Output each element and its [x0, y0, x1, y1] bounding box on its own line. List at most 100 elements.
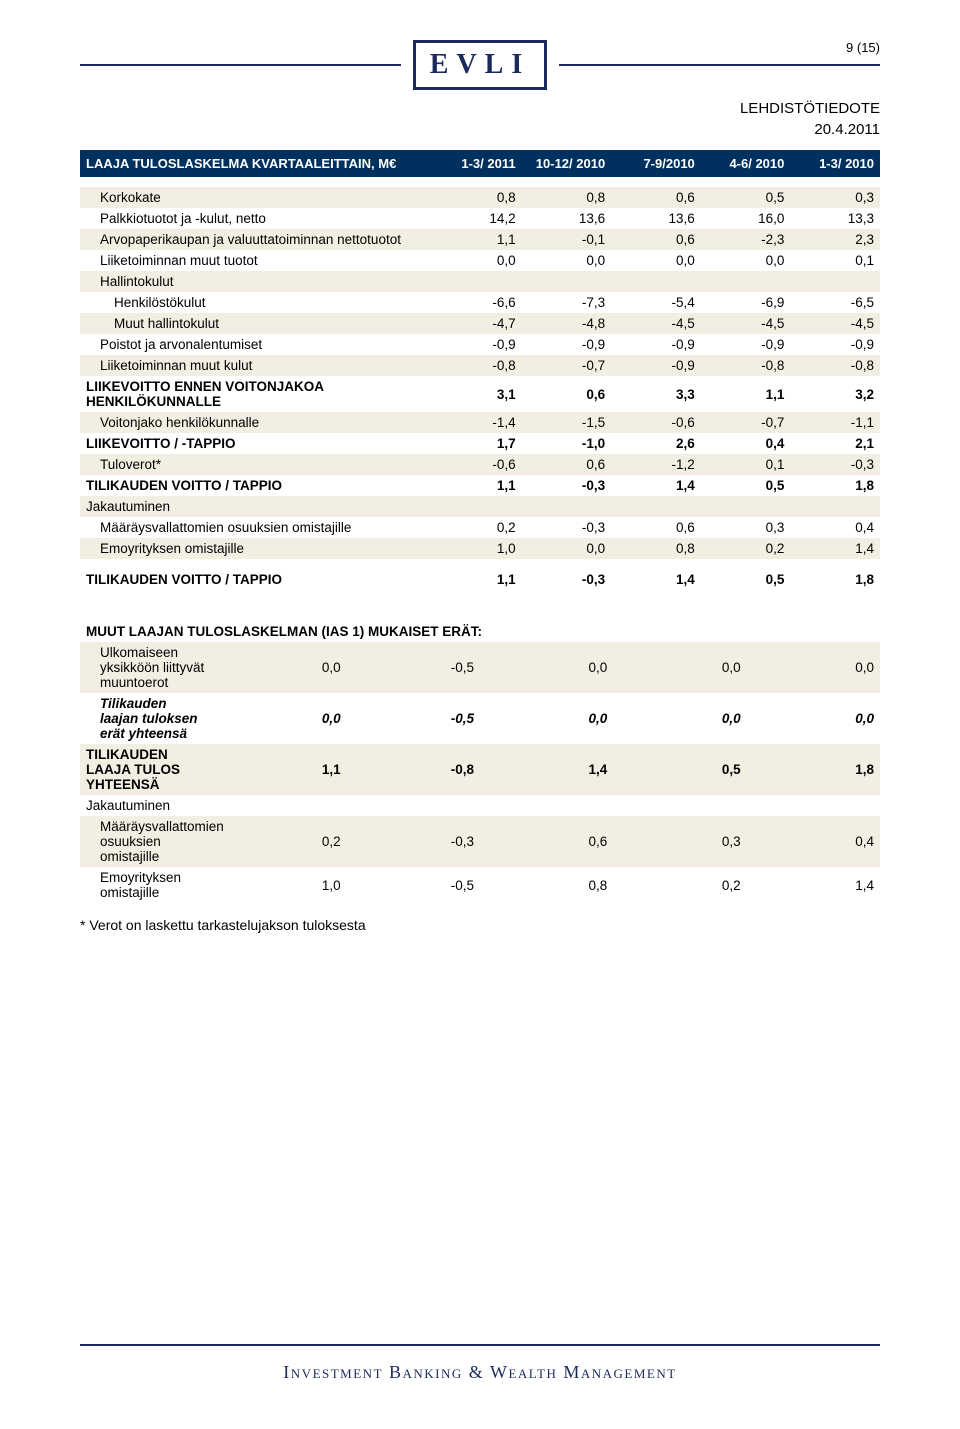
row-label: Voitonjako henkilökunnalle: [80, 412, 432, 433]
cell-value: -0,7: [522, 355, 612, 376]
cell-value: -4,7: [432, 313, 522, 334]
cell-value: [701, 271, 791, 292]
cell-value: 1,1: [213, 744, 346, 795]
cell-value: 0,3: [613, 816, 746, 867]
cell-value: -0,1: [522, 229, 612, 250]
row-label: Määräysvallattomien osuuksien omistajill…: [80, 816, 213, 867]
cell-value: 1,1: [432, 229, 522, 250]
cell-value: 0,8: [522, 187, 612, 208]
cell-value: 1,0: [213, 867, 346, 903]
cell-value: 1,1: [432, 569, 522, 590]
cell-value: 0,4: [790, 517, 880, 538]
col-header: 1-3/ 2010: [790, 150, 880, 177]
cell-value: 3,3: [611, 376, 701, 412]
cell-value: -0,8: [432, 355, 522, 376]
cell-value: 0,0: [213, 642, 346, 693]
cell-value: 1,8: [790, 475, 880, 496]
cell-value: [611, 496, 701, 517]
cell-value: [790, 271, 880, 292]
cell-value: -0,6: [611, 412, 701, 433]
cell-value: -2,3: [701, 229, 791, 250]
table-row: TILIKAUDEN VOITTO / TAPPIO1,1-0,31,40,51…: [80, 475, 880, 496]
cell-value: -0,8: [701, 355, 791, 376]
row-label: Emoyrityksen omistajille: [80, 538, 432, 559]
table-row: Voitonjako henkilökunnalle-1,4-1,5-0,6-0…: [80, 412, 880, 433]
table-row: Poistot ja arvonalentumiset-0,9-0,9-0,9-…: [80, 334, 880, 355]
cell-value: -0,9: [701, 334, 791, 355]
cell-value: [213, 795, 346, 816]
cell-value: 0,0: [701, 250, 791, 271]
cell-value: 0,0: [613, 642, 746, 693]
table-row: Tilikauden laajan tuloksen erät yhteensä…: [80, 693, 880, 744]
table-row: Jakautuminen: [80, 795, 880, 816]
section-title-row: MUUT LAAJAN TULOSLASKELMAN (IAS 1) MUKAI…: [80, 608, 880, 642]
table-row: Määräysvallattomien osuuksien omistajill…: [80, 816, 880, 867]
doc-date: 20.4.2011: [80, 121, 880, 138]
footnote: * Verot on laskettu tarkastelujakson tul…: [80, 917, 880, 933]
cell-value: -0,3: [522, 569, 612, 590]
row-label: Tilikauden laajan tuloksen erät yhteensä: [80, 693, 213, 744]
cell-value: 0,6: [611, 187, 701, 208]
col-header: 10-12/ 2010: [522, 150, 612, 177]
cell-value: 0,2: [701, 538, 791, 559]
cell-value: 0,0: [747, 693, 880, 744]
cell-value: 0,0: [480, 693, 613, 744]
cell-value: 0,6: [480, 816, 613, 867]
cell-value: 1,7: [432, 433, 522, 454]
cell-value: -0,5: [347, 642, 480, 693]
cell-value: -4,8: [522, 313, 612, 334]
row-label: Henkilöstökulut: [80, 292, 432, 313]
cell-value: 0,0: [522, 538, 612, 559]
cell-value: 0,2: [613, 867, 746, 903]
table-row: LIIKEVOITTO ENNEN VOITONJAKOA HENKILÖKUN…: [80, 376, 880, 412]
cell-value: 0,5: [701, 475, 791, 496]
table-row: Hallintokulut: [80, 271, 880, 292]
cell-value: 13,3: [790, 208, 880, 229]
cell-value: [790, 496, 880, 517]
cell-value: 0,0: [611, 250, 701, 271]
row-label: Liiketoiminnan muut kulut: [80, 355, 432, 376]
cell-value: [701, 496, 791, 517]
cell-value: 0,8: [480, 867, 613, 903]
cell-value: 0,6: [611, 517, 701, 538]
col-header: 4-6/ 2010: [701, 150, 791, 177]
row-label: Määräysvallattomien osuuksien omistajill…: [80, 517, 432, 538]
cell-value: 0,1: [701, 454, 791, 475]
cell-value: [613, 795, 746, 816]
cell-value: 0,5: [701, 569, 791, 590]
row-label: Tuloverot*: [80, 454, 432, 475]
cell-value: 0,6: [522, 454, 612, 475]
row-label: Hallintokulut: [80, 271, 432, 292]
cell-value: [480, 795, 613, 816]
cell-value: 0,0: [522, 250, 612, 271]
cell-value: -0,6: [432, 454, 522, 475]
cell-value: 3,2: [790, 376, 880, 412]
cell-value: -0,3: [522, 517, 612, 538]
cell-value: 2,3: [790, 229, 880, 250]
cell-value: 1,4: [611, 475, 701, 496]
cell-value: -5,4: [611, 292, 701, 313]
logo: EVLI: [413, 40, 547, 90]
cell-value: -0,5: [347, 867, 480, 903]
cell-value: 0,4: [747, 816, 880, 867]
cell-value: 0,0: [747, 642, 880, 693]
cell-value: -0,9: [432, 334, 522, 355]
cell-value: 0,3: [790, 187, 880, 208]
cell-value: [522, 496, 612, 517]
cell-value: 2,1: [790, 433, 880, 454]
row-label: Poistot ja arvonalentumiset: [80, 334, 432, 355]
cell-value: -6,5: [790, 292, 880, 313]
table-row: Liiketoiminnan muut kulut-0,8-0,7-0,9-0,…: [80, 355, 880, 376]
table-row: Määräysvallattomien osuuksien omistajill…: [80, 517, 880, 538]
table-row: Tuloverot*-0,60,6-1,20,1-0,3: [80, 454, 880, 475]
cell-value: -1,4: [432, 412, 522, 433]
row-label: Jakautuminen: [80, 795, 213, 816]
table-row: Liiketoiminnan muut tuotot0,00,00,00,00,…: [80, 250, 880, 271]
doc-type: LEHDISTÖTIEDOTE: [80, 100, 880, 117]
table-row: Palkkiotuotot ja -kulut, netto14,213,613…: [80, 208, 880, 229]
row-label: LIIKEVOITTO ENNEN VOITONJAKOA HENKILÖKUN…: [80, 376, 432, 412]
cell-value: -4,5: [611, 313, 701, 334]
cell-value: -1,5: [522, 412, 612, 433]
row-label: TILIKAUDEN LAAJA TULOS YHTEENSÄ: [80, 744, 213, 795]
cell-value: -0,3: [522, 475, 612, 496]
